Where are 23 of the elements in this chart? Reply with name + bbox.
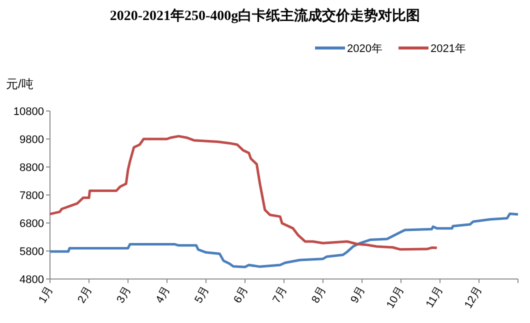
legend-label: 2020年 xyxy=(347,43,382,55)
y-tick-label: 8800 xyxy=(20,162,44,174)
y-tick-label: 6800 xyxy=(20,218,44,230)
x-tick-label: 7月 xyxy=(270,284,290,306)
y-tick-label: 5800 xyxy=(20,246,44,258)
y-tick-label: 7800 xyxy=(20,190,44,202)
x-tick-label: 8月 xyxy=(310,284,329,306)
x-tick-label: 6月 xyxy=(232,284,251,306)
x-tick-label: 2月 xyxy=(76,284,95,306)
x-tick-label: 10月 xyxy=(384,284,407,311)
legend-label: 2021年 xyxy=(430,43,466,55)
x-tick-label: 3月 xyxy=(114,284,134,306)
x-tick-label: 9月 xyxy=(348,284,368,306)
y-tick-label: 4800 xyxy=(20,274,44,286)
x-tick-label: 12月 xyxy=(462,284,485,311)
x-tick-label: 4月 xyxy=(154,284,173,306)
chart-title: 2020-2021年250-400g白卡纸主流成交价走势对比图 xyxy=(110,7,420,24)
x-tick-label: 5月 xyxy=(192,284,212,306)
y-tick-label: 10800 xyxy=(13,106,44,118)
y-tick-label: 9800 xyxy=(20,134,44,146)
x-tick-label: 11月 xyxy=(424,284,446,310)
x-tick-label: 1月 xyxy=(36,284,56,306)
y-axis-title: 元/吨 xyxy=(6,77,34,91)
